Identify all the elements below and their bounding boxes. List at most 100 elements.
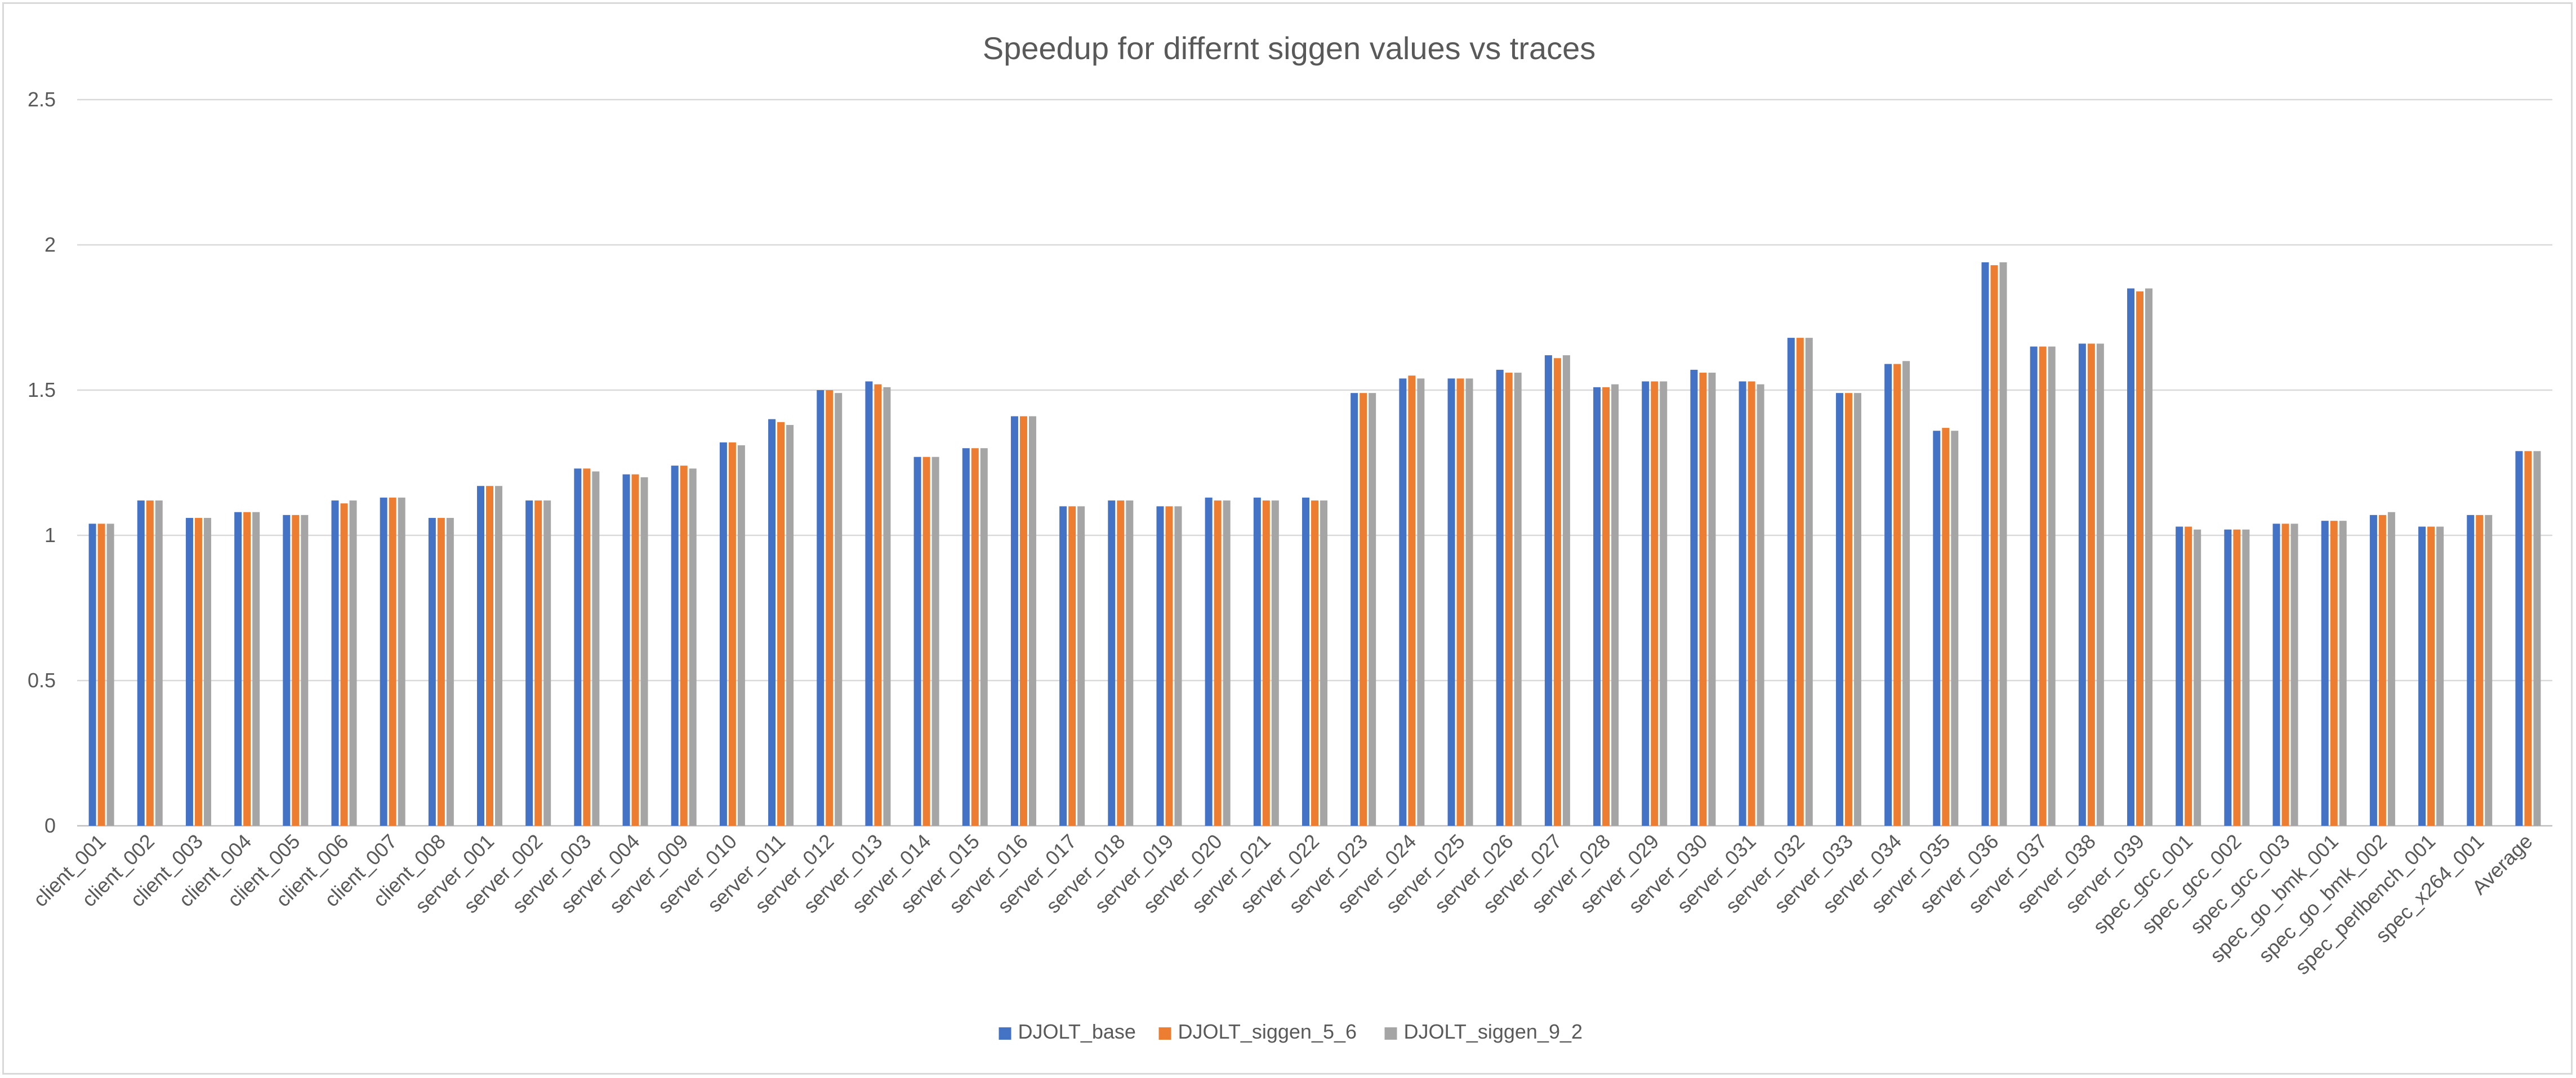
- bar: [2048, 346, 2056, 826]
- bar: [1019, 416, 1027, 826]
- y-axis-tick-labels: 0 0.5 1 1.5 2 2.5: [28, 88, 56, 837]
- bar: [1205, 497, 1213, 826]
- bar: [1465, 378, 1473, 826]
- bar: [913, 457, 921, 826]
- bar: [155, 500, 163, 826]
- bar: [1417, 378, 1425, 826]
- bar: [671, 466, 679, 826]
- bar: [2185, 526, 2192, 826]
- bar: [2078, 343, 2086, 826]
- y-tick-label: 2.5: [28, 88, 56, 111]
- bar: [2039, 346, 2047, 826]
- bar: [1302, 497, 1309, 826]
- bar: [1690, 369, 1698, 826]
- bar: [2524, 451, 2532, 826]
- y-tick-label: 0: [44, 814, 56, 837]
- bar: [1651, 381, 1659, 826]
- bar: [252, 512, 260, 826]
- bar: [2467, 515, 2475, 826]
- bar: [1893, 364, 1901, 826]
- bar: [428, 518, 436, 826]
- bar: [234, 512, 242, 826]
- bar: [1028, 416, 1036, 826]
- legend-label: DJOLT_siggen_9_2: [1404, 1020, 1583, 1043]
- bar: [2281, 524, 2289, 826]
- bar: [2378, 515, 2386, 826]
- bar: [2030, 346, 2038, 826]
- bar: [1174, 506, 1182, 826]
- bar: [2127, 288, 2134, 826]
- bar: [1699, 373, 1707, 826]
- bar: [583, 468, 591, 826]
- y-tick-label: 1: [44, 524, 56, 547]
- bars: [88, 262, 2541, 826]
- bar: [340, 503, 348, 826]
- bar: [106, 524, 114, 826]
- bar: [1739, 381, 1746, 826]
- bar: [1757, 384, 1764, 826]
- bar: [1642, 381, 1650, 826]
- bar: [592, 471, 600, 826]
- bar: [922, 457, 930, 826]
- bar: [1553, 358, 1561, 826]
- bar: [1853, 393, 1861, 826]
- bar: [835, 393, 843, 826]
- bar: [1708, 373, 1716, 826]
- bar: [380, 497, 387, 826]
- bar: [2233, 529, 2241, 826]
- bar: [185, 518, 193, 826]
- bar: [525, 500, 533, 826]
- bar: [874, 384, 882, 826]
- bar: [1902, 361, 1910, 826]
- bar: [1214, 500, 1222, 826]
- bar: [349, 500, 357, 826]
- bar: [574, 468, 582, 826]
- bar: [1360, 393, 1367, 826]
- bar: [1271, 500, 1279, 826]
- bar: [1059, 506, 1067, 826]
- bar: [1399, 378, 1407, 826]
- bar: [2145, 288, 2152, 826]
- bar: [768, 419, 776, 826]
- bar: [2436, 526, 2444, 826]
- legend-label: DJOLT_base: [1018, 1020, 1136, 1043]
- y-tick-label: 0.5: [28, 669, 56, 692]
- bar: [1593, 387, 1601, 826]
- legend-label: DJOLT_siggen_5_6: [1178, 1020, 1357, 1043]
- bar: [301, 515, 309, 826]
- bar: [883, 387, 891, 826]
- bar: [2427, 526, 2435, 826]
- bar: [1253, 497, 1261, 826]
- bar: [1117, 500, 1125, 826]
- bar: [2476, 515, 2484, 826]
- bar: [1223, 500, 1231, 826]
- bar: [719, 442, 727, 826]
- bar: [2136, 291, 2143, 826]
- legend-swatch: [1158, 1027, 1171, 1040]
- bar: [2339, 521, 2347, 826]
- legend-swatch: [999, 1027, 1011, 1040]
- bar: [2418, 526, 2426, 826]
- bar: [1165, 506, 1173, 826]
- bar: [1408, 375, 1416, 826]
- bar: [2533, 451, 2541, 826]
- bar: [1660, 381, 1668, 826]
- bar: [331, 500, 339, 826]
- bar: [1077, 506, 1085, 826]
- bar: [1544, 355, 1552, 826]
- bar: [446, 518, 454, 826]
- bar: [477, 486, 484, 826]
- bar: [1126, 500, 1134, 826]
- bar: [817, 390, 825, 826]
- bar: [1514, 373, 1522, 826]
- bar: [631, 474, 639, 826]
- bar: [389, 497, 396, 826]
- bar: [1496, 369, 1504, 826]
- bar: [1311, 500, 1318, 826]
- bar: [292, 515, 300, 826]
- bar: [1505, 373, 1513, 826]
- bar: [203, 518, 211, 826]
- bar: [622, 474, 630, 826]
- bar: [1068, 506, 1076, 826]
